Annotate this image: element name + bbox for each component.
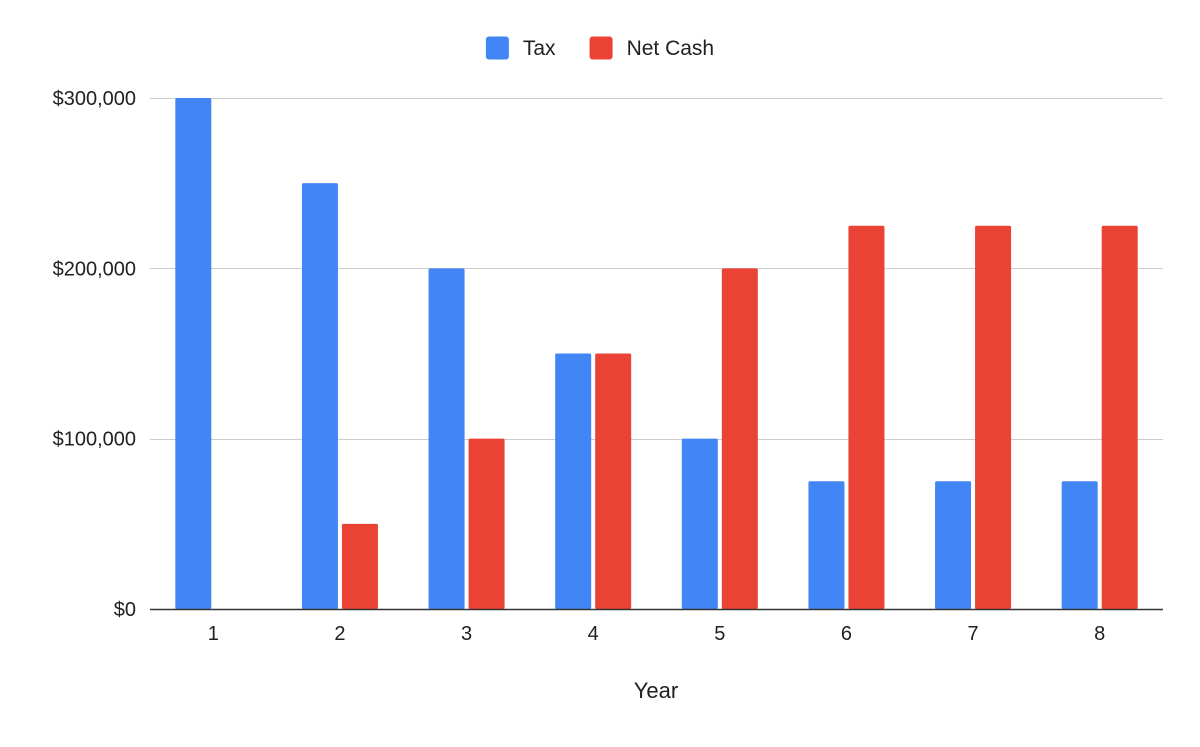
bar-tax[interactable] — [1061, 481, 1098, 609]
bar-tax[interactable] — [681, 438, 718, 609]
bar-tax[interactable] — [808, 481, 845, 609]
x-tick-label: 2 — [334, 623, 345, 645]
bar-net-cash[interactable] — [975, 225, 1012, 609]
y-tick-label: $0 — [114, 599, 136, 621]
legend-swatch — [589, 36, 613, 60]
y-tick-label: $100,000 — [53, 429, 136, 451]
bar-tax[interactable] — [175, 98, 212, 609]
x-tick-label: 8 — [1094, 623, 1105, 645]
x-tick-label: 5 — [714, 623, 725, 645]
bar-net-cash[interactable] — [341, 523, 378, 609]
bar-net-cash[interactable] — [721, 268, 758, 609]
x-axis-title: Year — [634, 678, 678, 703]
legend-swatch — [485, 36, 509, 60]
legend-item-net-cash[interactable]: Net Cash — [589, 36, 715, 61]
bar-tax[interactable] — [428, 268, 465, 609]
axes: $0 $100,000 $200,000 $300,000 1 2 3 4 5 6 7 8 — [53, 88, 1163, 645]
bar-tax[interactable] — [935, 481, 972, 609]
x-tick-label: 1 — [208, 623, 219, 645]
x-tick-label: 6 — [841, 623, 852, 645]
bars — [175, 98, 1138, 610]
x-tick-label: 7 — [968, 623, 979, 645]
bar-net-cash[interactable] — [595, 353, 632, 610]
x-tick-label: 4 — [588, 623, 599, 645]
legend-label: Tax — [523, 37, 556, 60]
y-tick-label: $300,000 — [53, 88, 136, 110]
bar-net-cash[interactable] — [1101, 225, 1138, 609]
legend: Tax Net Cash — [485, 36, 715, 61]
bar-tax[interactable] — [301, 183, 338, 609]
y-tick-label: $200,000 — [53, 258, 136, 280]
legend-item-tax[interactable]: Tax — [485, 36, 556, 61]
bar-net-cash[interactable] — [468, 438, 505, 609]
bar-net-cash[interactable] — [848, 225, 885, 609]
legend-label: Net Cash — [627, 37, 715, 60]
bar-tax[interactable] — [555, 353, 592, 610]
x-tick-label: 3 — [461, 623, 472, 645]
